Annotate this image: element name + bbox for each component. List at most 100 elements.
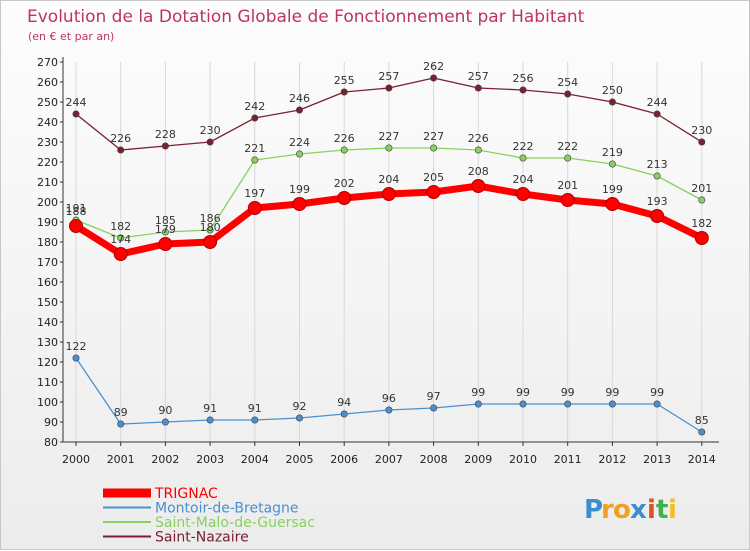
data-label: 89 xyxy=(114,406,128,419)
data-point xyxy=(72,354,80,362)
x-tick-label: 2010 xyxy=(509,453,537,466)
data-label: 185 xyxy=(155,214,176,227)
data-label: 221 xyxy=(244,142,265,155)
data-label: 174 xyxy=(110,233,131,246)
x-tick-label: 2013 xyxy=(643,453,671,466)
data-label: 204 xyxy=(378,173,399,186)
data-label: 257 xyxy=(468,70,489,83)
series-saint-malo-de-guersac: 191 182 185 186 221 224 226 227 227 226 222 222 219 2… xyxy=(66,130,712,242)
data-label: 201 xyxy=(691,182,712,195)
data-label: 91 xyxy=(248,402,262,415)
proxiti-logo: Pr o x i t i xyxy=(584,495,677,525)
y-tick-label: 260 xyxy=(37,76,58,89)
data-label: 99 xyxy=(561,386,575,399)
y-tick-label: 120 xyxy=(37,356,58,369)
data-point xyxy=(653,110,661,118)
y-tick-label: 80 xyxy=(44,436,58,449)
data-point xyxy=(430,144,438,152)
data-point xyxy=(516,187,530,201)
y-tick-label: 160 xyxy=(37,276,58,289)
x-tick-label: 2002 xyxy=(151,453,179,466)
data-point xyxy=(694,231,709,245)
data-label: 230 xyxy=(200,124,221,137)
data-point xyxy=(206,416,214,424)
chart-subtitle: (en € et par an) xyxy=(28,30,114,43)
x-tick-label: 2001 xyxy=(107,453,135,466)
data-label: 193 xyxy=(647,195,668,208)
x-tick-label: 2005 xyxy=(286,453,314,466)
data-label: 92 xyxy=(293,400,307,413)
data-point xyxy=(564,400,572,408)
data-label: 191 xyxy=(66,202,87,215)
data-point xyxy=(471,179,486,193)
x-tick-label: 2011 xyxy=(554,453,582,466)
y-tick-label: 230 xyxy=(37,136,58,149)
data-point xyxy=(161,142,169,150)
data-point xyxy=(605,197,620,211)
y-tick-label: 210 xyxy=(37,176,58,189)
data-label: 262 xyxy=(423,60,444,73)
data-label: 208 xyxy=(468,165,489,178)
data-label: 255 xyxy=(334,74,355,87)
data-label: 228 xyxy=(155,128,176,141)
data-label: 244 xyxy=(66,96,87,109)
data-point xyxy=(206,138,214,146)
x-tick-label: 2009 xyxy=(464,453,492,466)
data-point xyxy=(653,172,661,180)
y-tick-label: 110 xyxy=(37,376,58,389)
data-point xyxy=(519,400,527,408)
data-point xyxy=(203,235,218,249)
data-point xyxy=(72,110,80,118)
data-label: 99 xyxy=(471,386,485,399)
data-label: 90 xyxy=(158,404,172,417)
data-point xyxy=(519,86,527,94)
data-label: 91 xyxy=(203,402,217,415)
data-label: 188 xyxy=(66,205,87,218)
y-tick-label: 240 xyxy=(37,116,58,129)
x-tick-label: 2006 xyxy=(330,453,358,466)
data-point xyxy=(519,154,527,162)
x-tick-label: 2012 xyxy=(598,453,626,466)
data-label: 256 xyxy=(513,72,534,85)
legend: TRIGNACMontoir-de-BretagneSaint-Malo-de-… xyxy=(103,486,315,546)
y-tick-label: 130 xyxy=(37,336,58,349)
x-tick-label: 2004 xyxy=(241,453,269,466)
data-label: 219 xyxy=(602,146,623,159)
axes: 80 90 100 110 120 130 140 150 160 170 180 190 200 210… xyxy=(37,56,719,466)
data-point xyxy=(698,196,706,204)
legend-label: Saint-Nazaire xyxy=(155,530,249,546)
data-point xyxy=(117,234,125,242)
data-point xyxy=(292,197,307,211)
data-point xyxy=(608,160,616,168)
data-point xyxy=(295,150,303,158)
data-label: 254 xyxy=(557,76,578,89)
data-label: 204 xyxy=(513,173,534,186)
data-point xyxy=(340,146,348,154)
data-label: 85 xyxy=(695,414,709,427)
data-label: 202 xyxy=(334,177,355,190)
data-point xyxy=(206,226,214,234)
data-point xyxy=(158,237,173,251)
data-point xyxy=(340,88,348,96)
data-point xyxy=(564,90,572,98)
data-label: 226 xyxy=(334,132,355,145)
y-tick-label: 100 xyxy=(37,396,58,409)
data-label: 197 xyxy=(244,187,265,200)
data-label: 227 xyxy=(378,130,399,143)
data-label: 213 xyxy=(647,158,668,171)
data-label: 199 xyxy=(602,183,623,196)
y-tick-label: 180 xyxy=(37,236,58,249)
data-label: 99 xyxy=(516,386,530,399)
data-point xyxy=(430,74,438,82)
series-trignac: 188 174 179 180 197 199 202 204 205 208 204 201 199 1… xyxy=(66,165,712,261)
data-label: 224 xyxy=(289,136,310,149)
logo-letter: t xyxy=(656,495,668,525)
data-label: 180 xyxy=(200,221,221,234)
y-tick-label: 200 xyxy=(37,196,58,209)
legend-label: Saint-Malo-de-Guersac xyxy=(155,515,315,531)
y-tick-label: 150 xyxy=(37,296,58,309)
data-label: 179 xyxy=(155,223,176,236)
x-tick-label: 2008 xyxy=(420,453,448,466)
logo-letter: i xyxy=(668,495,677,525)
